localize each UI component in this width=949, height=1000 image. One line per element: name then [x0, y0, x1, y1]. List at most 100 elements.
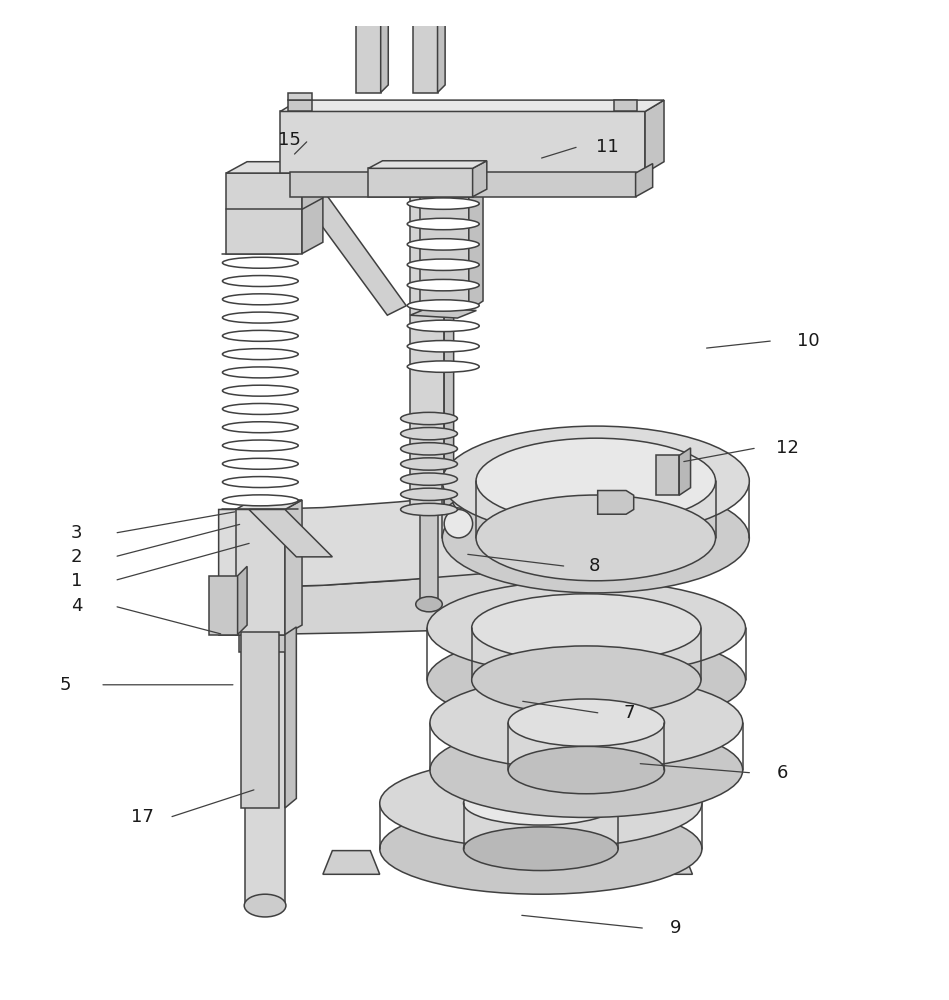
Bar — [288, 100, 311, 111]
Polygon shape — [218, 566, 617, 635]
Ellipse shape — [222, 276, 298, 287]
Ellipse shape — [400, 488, 457, 500]
Ellipse shape — [400, 428, 457, 440]
Bar — [657, 455, 679, 495]
Ellipse shape — [222, 458, 298, 469]
Polygon shape — [285, 500, 302, 635]
Polygon shape — [280, 100, 664, 111]
Ellipse shape — [407, 198, 479, 209]
Ellipse shape — [430, 675, 743, 770]
Ellipse shape — [400, 473, 457, 485]
Bar — [413, 0, 437, 93]
Ellipse shape — [407, 341, 479, 352]
Ellipse shape — [430, 723, 743, 817]
Ellipse shape — [222, 403, 298, 414]
Ellipse shape — [222, 495, 298, 506]
Bar — [410, 168, 444, 509]
Polygon shape — [283, 164, 406, 315]
Text: 5: 5 — [60, 676, 71, 694]
Polygon shape — [237, 566, 247, 635]
Text: 9: 9 — [670, 919, 681, 937]
Text: 17: 17 — [131, 808, 155, 826]
Polygon shape — [235, 500, 302, 509]
Ellipse shape — [400, 458, 457, 470]
Ellipse shape — [222, 422, 298, 433]
Ellipse shape — [476, 495, 716, 581]
Ellipse shape — [442, 426, 750, 536]
Polygon shape — [381, 0, 388, 93]
Bar — [245, 640, 285, 906]
Ellipse shape — [400, 443, 457, 455]
Ellipse shape — [472, 646, 701, 714]
Bar — [235, 509, 285, 635]
Text: 15: 15 — [278, 131, 301, 149]
Polygon shape — [636, 851, 693, 874]
Polygon shape — [598, 491, 634, 514]
Polygon shape — [368, 161, 487, 168]
Bar — [288, 93, 311, 100]
Text: 3: 3 — [71, 524, 83, 542]
Bar — [614, 100, 638, 111]
Polygon shape — [679, 448, 691, 495]
Ellipse shape — [222, 257, 298, 268]
Ellipse shape — [407, 218, 479, 230]
Ellipse shape — [407, 259, 479, 270]
Ellipse shape — [222, 330, 298, 341]
Polygon shape — [285, 627, 296, 808]
Polygon shape — [444, 168, 454, 509]
Ellipse shape — [222, 477, 298, 488]
Ellipse shape — [400, 412, 457, 425]
Ellipse shape — [380, 758, 702, 849]
Ellipse shape — [244, 894, 286, 917]
Ellipse shape — [427, 581, 746, 675]
Polygon shape — [218, 587, 256, 635]
Ellipse shape — [222, 349, 298, 360]
Ellipse shape — [222, 385, 298, 396]
Ellipse shape — [407, 178, 479, 189]
Ellipse shape — [400, 503, 457, 516]
Bar — [289, 172, 636, 197]
Text: 6: 6 — [777, 764, 789, 782]
Polygon shape — [473, 161, 487, 197]
Ellipse shape — [407, 320, 479, 332]
Polygon shape — [323, 851, 380, 874]
Text: 4: 4 — [71, 597, 83, 615]
Ellipse shape — [463, 827, 618, 871]
Polygon shape — [249, 509, 332, 557]
Polygon shape — [479, 491, 619, 574]
Polygon shape — [463, 443, 664, 495]
Ellipse shape — [222, 312, 298, 323]
Ellipse shape — [407, 361, 479, 372]
Polygon shape — [410, 308, 476, 318]
Bar — [239, 635, 291, 652]
Polygon shape — [645, 100, 664, 173]
Circle shape — [444, 509, 473, 538]
Polygon shape — [302, 162, 323, 254]
Bar — [280, 111, 645, 173]
Ellipse shape — [407, 239, 479, 250]
Text: 11: 11 — [596, 138, 619, 156]
Ellipse shape — [476, 438, 716, 524]
Text: 12: 12 — [775, 439, 799, 457]
Bar — [636, 481, 660, 524]
Polygon shape — [448, 451, 636, 511]
Ellipse shape — [463, 781, 618, 825]
Text: 8: 8 — [589, 557, 601, 575]
Ellipse shape — [416, 597, 442, 612]
Bar — [241, 632, 279, 808]
Bar — [356, 0, 381, 93]
Ellipse shape — [508, 699, 664, 746]
Ellipse shape — [407, 300, 479, 311]
Polygon shape — [218, 491, 619, 587]
Ellipse shape — [222, 440, 298, 451]
Ellipse shape — [508, 746, 664, 794]
Bar — [368, 168, 473, 197]
Ellipse shape — [222, 367, 298, 378]
Polygon shape — [469, 164, 483, 310]
Ellipse shape — [472, 594, 701, 662]
Text: 1: 1 — [71, 572, 83, 590]
Ellipse shape — [380, 803, 702, 894]
Bar — [209, 576, 237, 635]
Text: 2: 2 — [71, 548, 83, 566]
Ellipse shape — [427, 633, 746, 727]
